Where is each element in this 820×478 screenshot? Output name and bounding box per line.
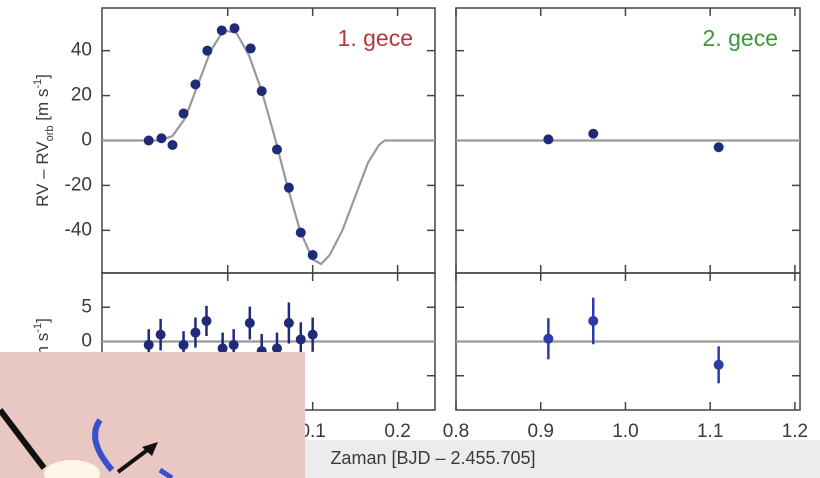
data-point: [713, 359, 724, 370]
data-point: [543, 333, 554, 344]
y-tick-label: -40: [65, 219, 92, 240]
y-axis-label-part: -1: [32, 79, 44, 89]
data-point: [202, 45, 213, 56]
data-point: [190, 327, 201, 338]
data-point: [256, 86, 267, 97]
data-point: [228, 339, 239, 350]
data-point: [283, 182, 294, 193]
data-point: [143, 135, 154, 146]
annotation: 2. gece: [703, 25, 778, 51]
data-point: [256, 346, 267, 357]
x-axis-label: Zaman [BJD – 2.455.705]: [330, 448, 535, 468]
data-point: [244, 318, 255, 329]
data-point: [295, 227, 306, 238]
background: [0, 0, 820, 440]
data-point: [307, 250, 318, 261]
data-point: [295, 334, 306, 345]
data-point: [216, 25, 227, 36]
x-tick-label: 1.2: [782, 421, 808, 442]
y-axis-label: RV – RVorb [m s-1]: [32, 74, 56, 207]
y-tick-label: -20: [65, 174, 92, 195]
y-tick-label: 40: [71, 40, 92, 61]
y-axis-label-part: RV – RV: [33, 141, 52, 207]
data-point: [217, 343, 228, 354]
y-axis-label-part: -1: [32, 323, 44, 333]
data-point: [229, 23, 240, 34]
data-point: [307, 329, 318, 340]
y-axis-label-part: ]: [33, 318, 52, 323]
data-point: [271, 144, 282, 155]
y-axis-label-part: [m s: [33, 333, 52, 365]
data-point: [588, 315, 599, 326]
x-tick-label: 0.1: [299, 421, 325, 442]
data-point: [178, 339, 189, 350]
annotation: 1. gece: [338, 25, 413, 51]
x-tick-label: 0.9: [528, 421, 554, 442]
data-point: [155, 329, 166, 340]
y-tick-label: 0: [81, 331, 92, 352]
x-tick-label: 0.8: [443, 421, 469, 442]
x-tick-label: 1.0: [612, 421, 638, 442]
data-point: [713, 142, 724, 153]
data-point: [190, 79, 201, 90]
data-point: [201, 315, 212, 326]
data-point: [283, 318, 294, 329]
y-axis-label-part: ]: [33, 74, 52, 79]
data-point: [245, 43, 256, 54]
y-axis-label-part: [m s: [33, 89, 52, 126]
data-point: [178, 108, 189, 119]
data-point: [167, 139, 178, 150]
x-tick-label: 0.2: [384, 421, 410, 442]
data-point: [588, 128, 599, 139]
y-axis-label-part: orb: [44, 125, 56, 141]
x-tick-label: 1.1: [697, 421, 723, 442]
data-point: [271, 343, 282, 354]
y-tick-label: 20: [71, 85, 92, 106]
model-line: [102, 29, 435, 266]
y-tick-label: -5: [75, 365, 92, 386]
x-tick-label: 0.0: [215, 421, 241, 442]
data-point: [156, 133, 167, 144]
y-tick-label: 5: [81, 296, 92, 317]
y-tick-label: 0: [81, 130, 92, 151]
data-point: [543, 134, 554, 145]
data-point: [143, 339, 154, 350]
